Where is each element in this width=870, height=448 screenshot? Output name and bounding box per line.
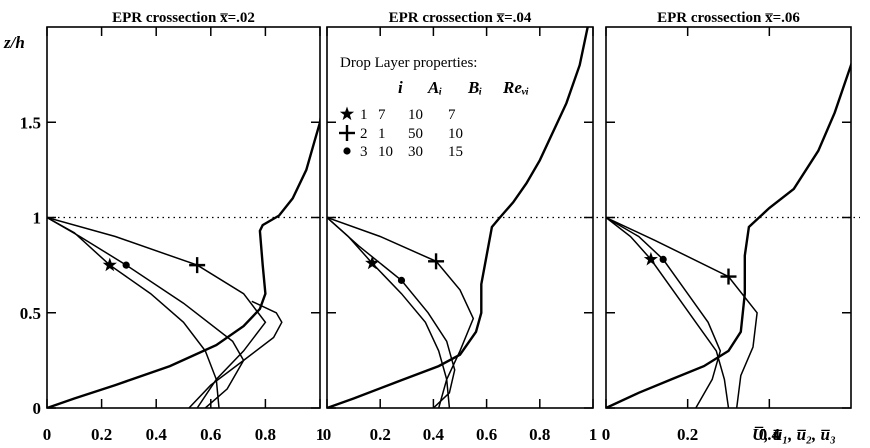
curve-u3 — [47, 216, 245, 408]
x-tick-label: 0.6 — [200, 425, 221, 444]
legend-i: 1 — [360, 107, 368, 123]
legend-A: 10 — [378, 144, 393, 160]
curve-U — [47, 113, 320, 408]
x-tick-label: 0 — [323, 425, 332, 444]
x-tick-label: 0 — [602, 425, 611, 444]
legend-A: 1 — [378, 126, 386, 142]
x-tick-label: 0 — [43, 425, 52, 444]
legend-Re: 7 — [448, 107, 456, 123]
marker-plus-u2 — [189, 257, 206, 274]
legend-marker-plus — [339, 125, 355, 141]
curves — [327, 27, 589, 408]
legend-B: 50 — [408, 126, 423, 142]
legend-title: Drop Layer properties: — [340, 55, 477, 71]
curve-U — [606, 61, 851, 408]
x-tick-label: 0.8 — [529, 425, 550, 444]
curves — [606, 61, 851, 408]
curve-extra — [188, 300, 283, 408]
panel-title: EPR crossection x̅=.02 — [112, 10, 255, 26]
marker-dot-u3 — [659, 255, 667, 264]
y-tick-label: 0.5 — [20, 304, 41, 323]
curve-U — [327, 27, 589, 408]
marker-dot-u3 — [397, 276, 406, 284]
legend-Re: 10 — [448, 126, 463, 142]
y-tick-label: 1.5 — [20, 113, 41, 132]
legend-marker-star — [339, 106, 355, 121]
legend-header: Reᵥᵢ — [502, 78, 529, 97]
legend-B: 30 — [408, 144, 423, 160]
y-tick-label: 1 — [33, 209, 42, 228]
marker-star-u1 — [643, 251, 658, 266]
curve-u3 — [606, 216, 722, 408]
marker-plus-u2 — [720, 268, 737, 285]
x-axis-label: U̅, u̅₁, u̅₂, u̅₃ — [752, 425, 836, 444]
marker-dot-u3 — [122, 261, 130, 269]
curve-u1 — [47, 216, 220, 408]
y-axis-label: z/h — [3, 33, 25, 52]
x-tick-label: 1 — [316, 425, 325, 444]
curve-u3 — [327, 216, 456, 408]
x-tick-label: 1 — [589, 425, 598, 444]
legend-header: i — [398, 78, 403, 97]
x-tick-label: 0.4 — [146, 425, 168, 444]
legend-header: Aᵢ — [427, 78, 442, 97]
marker-star-u1 — [102, 257, 117, 272]
x-tick-label: 0.6 — [476, 425, 497, 444]
curve-u2 — [606, 216, 758, 408]
legend-header: Bᵢ — [467, 78, 482, 97]
x-tick-label: 0.2 — [91, 425, 112, 444]
panel-2: EPR crossection x̅=.04 0 0.2 0.4 0.6 0.8 1 — [323, 10, 613, 444]
legend-Re: 15 — [448, 144, 463, 160]
x-tick-label: 0.2 — [677, 425, 698, 444]
panel-1: EPR crossection x̅=.020 0.2 0.4 0.6 0.8 100.5… — [20, 10, 340, 444]
x-tick-label: 0.8 — [255, 425, 276, 444]
marker-star-u1 — [365, 255, 380, 270]
x-tick-label: 0.4 — [759, 425, 781, 444]
y-tick-label: 0 — [33, 399, 42, 418]
curve-u1 — [606, 216, 730, 408]
legend-i: 3 — [360, 144, 368, 160]
legend-marker-dot — [343, 147, 351, 155]
legend-i: 2 — [360, 126, 368, 142]
marker-plus-u2 — [428, 253, 445, 270]
panel-title: EPR crossection x̅=.04 — [389, 10, 532, 26]
x-tick-label: 0.4 — [423, 425, 445, 444]
legend-A: 7 — [378, 107, 386, 123]
legend-B: 10 — [408, 107, 423, 123]
curve-u1 — [327, 216, 451, 408]
curve-u2 — [47, 216, 267, 408]
panel-3: EPR crossection x̅=.06 0 0.2 0.4 — [602, 10, 860, 444]
curves — [47, 113, 320, 408]
x-tick-label: 0.2 — [370, 425, 391, 444]
curve-u2 — [327, 216, 475, 408]
panel-title: EPR crossection x̅=.06 — [657, 10, 800, 26]
